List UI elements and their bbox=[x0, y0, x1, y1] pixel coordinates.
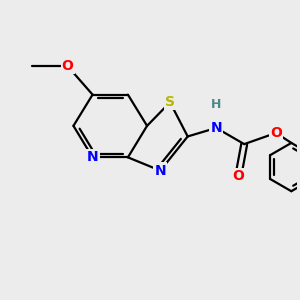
Text: H: H bbox=[211, 98, 221, 111]
Text: O: O bbox=[232, 169, 244, 183]
Text: S: S bbox=[165, 95, 175, 109]
Text: N: N bbox=[154, 164, 166, 178]
Text: N: N bbox=[210, 121, 222, 135]
Text: N: N bbox=[87, 150, 98, 164]
Text: O: O bbox=[61, 59, 74, 73]
Text: O: O bbox=[270, 126, 282, 140]
